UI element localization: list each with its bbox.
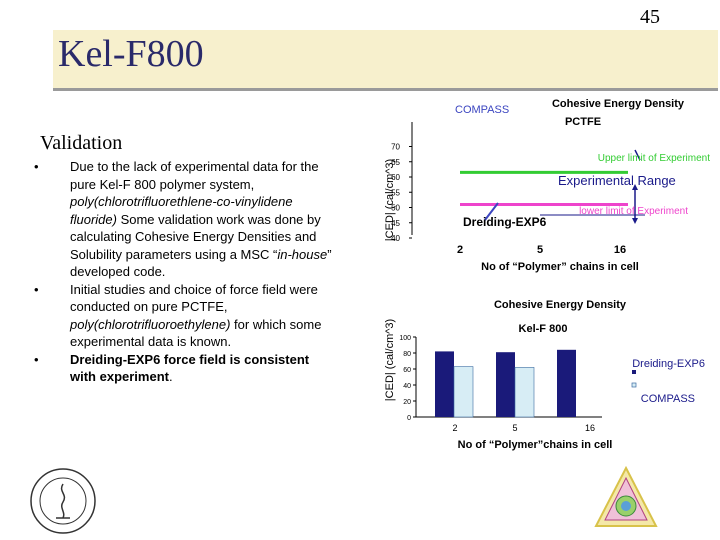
y-tick-label: 60 (391, 173, 400, 182)
legend-dreiding: Dreiding-EXP6 (632, 358, 705, 370)
kelf-chart-subtitle: Kel-F 800 (519, 323, 568, 335)
kelf-chart-title: Cohesive Energy Density (494, 299, 627, 311)
validation-heading: Validation (40, 132, 123, 154)
bullet-text: Due to the lack of experimental data for… (70, 159, 319, 192)
kelf-x-categories: 2 5 16 (452, 423, 595, 433)
pctfe-chart-subtitle: PCTFE (565, 116, 601, 128)
bullet-text: poly(chlorotrifluorethlene-co-vinylidene… (70, 194, 293, 227)
legend-compass: COMPASS (641, 393, 695, 405)
validation-bullet: • Dreiding-EXP6 force field is consistent… (34, 351, 334, 386)
bullet-text: for which some experimental data is know… (70, 316, 322, 350)
bar-compass (453, 366, 474, 418)
pctfe-ced-chart: Cohesive Energy Density PCTFE COMPASS |C… (384, 98, 710, 273)
bullet-dot: • (34, 351, 39, 367)
asci-center-logo (594, 465, 658, 527)
bullet-text: Some validation work was done by calcula… (70, 211, 321, 262)
y-tick-label: 80 (403, 351, 411, 358)
bar-dreiding-exp6 (496, 352, 515, 417)
bullet-text: poly(chlorotrifluoroethylene) (70, 316, 231, 332)
pctfe-x-axis-label: No of “Polymer” chains in cell (481, 261, 639, 273)
y-tick-label: 45 (391, 219, 400, 228)
x-category-label: 5 (512, 423, 517, 433)
bullet-text: in-house (277, 246, 328, 262)
slide-number: 45 (640, 6, 660, 28)
validation-bullet: • Initial studies and choice of force fie… (34, 281, 334, 351)
bullet-dot: • (34, 281, 39, 297)
kelf-ced-chart: Cohesive Energy Density Kel-F 800 |CED| … (384, 299, 705, 451)
bullet-dot: • (34, 159, 39, 174)
pctfe-y-axis-label: |CED| (cal/cm^3) (384, 159, 396, 241)
bar-dreiding-exp6 (435, 351, 454, 417)
validation-bullet: • Due to the lack of experimental data fo… (34, 158, 334, 281)
y-tick-label: 65 (391, 158, 400, 167)
kelf-x-axis-label: No of “Polymer”chains in cell (458, 439, 613, 451)
upper-pointer (634, 149, 641, 161)
y-tick-label: 40 (391, 234, 400, 243)
range-arrow-up (632, 184, 638, 190)
bar-dreiding-exp6 (557, 349, 576, 417)
x-category-label: 5 (537, 244, 543, 256)
upper-limit-label: Upper limit of Experiment (598, 153, 710, 164)
y-tick-label: 70 (391, 143, 400, 152)
kelf-y-ticks: 0 20 40 60 80 100 (399, 335, 416, 422)
dreiding-label: Dreiding-EXP6 (463, 215, 547, 229)
y-tick-label: 0 (407, 415, 411, 422)
legend-swatch-compass (631, 382, 637, 388)
bullet-text: Dreiding-EXP6 force field is consistent … (70, 351, 310, 385)
y-tick-label: 100 (399, 335, 411, 342)
bar-compass (514, 367, 535, 418)
slide-title: Kel-F800 (58, 33, 204, 75)
pctfe-chart-title: Cohesive Energy Density (552, 98, 685, 110)
y-tick-label: 50 (391, 204, 400, 213)
bullet-text: Initial studies and choice of force fiel… (70, 281, 318, 315)
x-category-label: 16 (614, 244, 626, 256)
kelf-bars (435, 349, 576, 418)
x-category-label: 2 (457, 244, 463, 256)
lower-limit-label: lower limit of Experiment (579, 206, 688, 217)
title-bar (53, 30, 718, 91)
x-category-label: 2 (452, 423, 457, 433)
compass-label: COMPASS (455, 104, 509, 116)
experimental-range-label: Experimental Range (558, 173, 676, 188)
y-tick-label: 40 (403, 383, 411, 390)
bullet-text: . (168, 369, 173, 384)
pctfe-y-ticks: 40 45 50 55 60 65 70 (391, 143, 412, 243)
pctfe-x-categories: 2 5 16 (457, 244, 626, 256)
validation-bullets: • Due to the lack of experimental data fo… (34, 158, 334, 386)
x-category-label: 16 (585, 423, 595, 433)
university-seal-logo (30, 468, 96, 534)
bullet-text: ” developed code. (70, 246, 332, 280)
y-tick-label: 55 (391, 188, 400, 197)
range-arrow-down (632, 218, 638, 224)
y-tick-label: 20 (403, 399, 411, 406)
kelf-y-axis-label: |CED| (cal/cm^3) (384, 319, 396, 401)
legend-swatch-dreiding (632, 370, 636, 374)
y-tick-label: 60 (403, 367, 411, 374)
dreiding-pointer (484, 202, 499, 221)
